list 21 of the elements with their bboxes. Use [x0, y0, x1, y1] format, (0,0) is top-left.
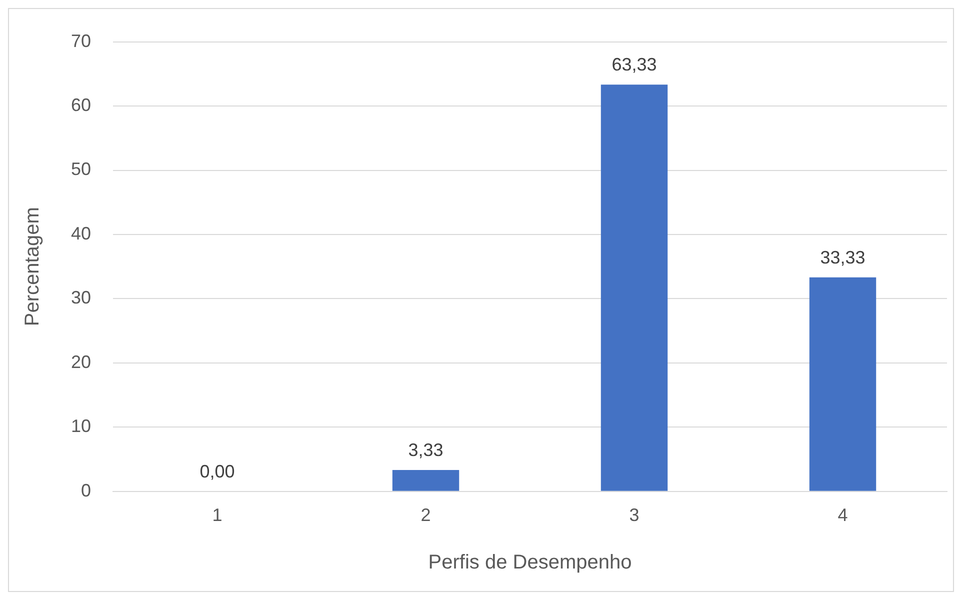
y-tick-label: 30	[70, 288, 92, 308]
data-label: 33,33	[820, 247, 866, 268]
data-label: 3,33	[408, 440, 444, 460]
x-tick-label: 2	[420, 505, 431, 526]
y-tick-label: 50	[70, 159, 92, 180]
y-tick-label: 10	[70, 416, 92, 436]
y-axis-title: Percentagem	[22, 207, 44, 326]
y-tick-label: 20	[70, 352, 92, 372]
y-tick-label: 60	[70, 94, 92, 115]
y-tick-label: 70	[70, 30, 92, 51]
x-axis-title: Perfis de Desempenho	[428, 552, 632, 574]
data-label: 63,33	[612, 54, 657, 75]
y-tick-label: 0	[81, 480, 92, 500]
x-tick-label: 4	[838, 505, 848, 526]
x-tick-label: 3	[629, 505, 640, 526]
bar	[600, 84, 668, 491]
y-tick-label: 40	[70, 223, 92, 244]
data-label: 0,00	[200, 461, 235, 482]
bar	[809, 277, 876, 491]
bar	[392, 470, 460, 491]
x-tick-label: 1	[212, 505, 222, 526]
